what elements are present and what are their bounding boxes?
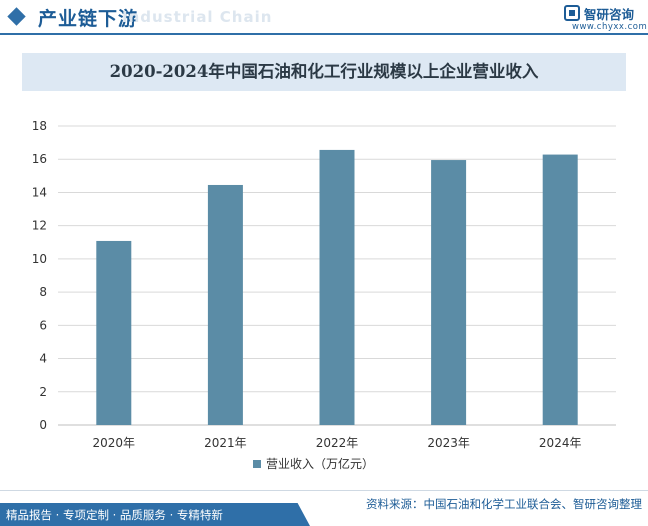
chart-title-band: 2020-2024年中国石油和化工行业规模以上企业营业收入	[22, 53, 626, 91]
y-tick-label: 2	[39, 385, 47, 399]
bar-4	[431, 160, 467, 425]
logo-icon	[564, 5, 580, 21]
bar-1	[96, 240, 132, 425]
bar-5	[542, 154, 578, 425]
y-tick-label: 18	[32, 119, 47, 133]
y-tick-label: 4	[39, 352, 47, 366]
x-tick-label: 2020年	[93, 436, 136, 450]
header-ghost-text: Industrial Chain	[122, 8, 273, 26]
x-tick-label: 2022年	[316, 436, 359, 450]
y-tick-label: 12	[32, 219, 47, 233]
x-tick-label: 2021年	[204, 436, 247, 450]
legend-label: 营业收入（万亿元）	[266, 456, 374, 471]
logo-name: 智研咨询	[584, 7, 635, 22]
footer-tagline: 精品报告 · 专项定制 · 品质服务 · 专精特新	[6, 508, 223, 522]
x-axis-categories: 2020年 2021年 2022年 2023年 2024年	[93, 436, 582, 450]
y-tick-label: 6	[39, 318, 47, 332]
header-divider	[0, 33, 648, 35]
page-title: 产业链下游	[38, 8, 139, 30]
logo-url: www.chyxx.com	[572, 22, 648, 32]
bar-2	[207, 184, 243, 425]
x-tick-label: 2023年	[427, 436, 470, 450]
brand-logo: 智研咨询 www.chyxx.com	[560, 2, 648, 34]
bar-3	[319, 149, 355, 426]
y-tick-label: 0	[39, 418, 47, 432]
footer-banner: 精品报告 · 专项定制 · 品质服务 · 专精特新	[0, 503, 310, 526]
x-tick-label: 2024年	[539, 436, 582, 450]
y-tick-label: 10	[32, 252, 47, 266]
legend-swatch	[253, 460, 261, 468]
y-tick-label: 8	[39, 285, 47, 299]
y-axis-ticks: 0 2 4 6 8 10 12 14 16 18	[32, 119, 47, 432]
legend: 营业收入（万亿元）	[253, 456, 374, 471]
y-tick-label: 14	[32, 185, 47, 199]
bar-chart: 0 2 4 6 8 10 12 14 16 18 2020年 2021年 2022年 2023年 2024…	[32, 119, 616, 471]
bars	[96, 149, 578, 426]
page-header: 产业链下游 Industrial Chain 智研咨询 www.chyxx.co…	[0, 0, 648, 36]
y-tick-label: 16	[32, 152, 47, 166]
footer-divider	[0, 490, 648, 491]
chart-title: 2020-2024年中国石油和化工行业规模以上企业营业收入	[109, 62, 539, 81]
data-source: 资料来源：中国石油和化学工业联合会、智研咨询整理	[366, 497, 642, 511]
